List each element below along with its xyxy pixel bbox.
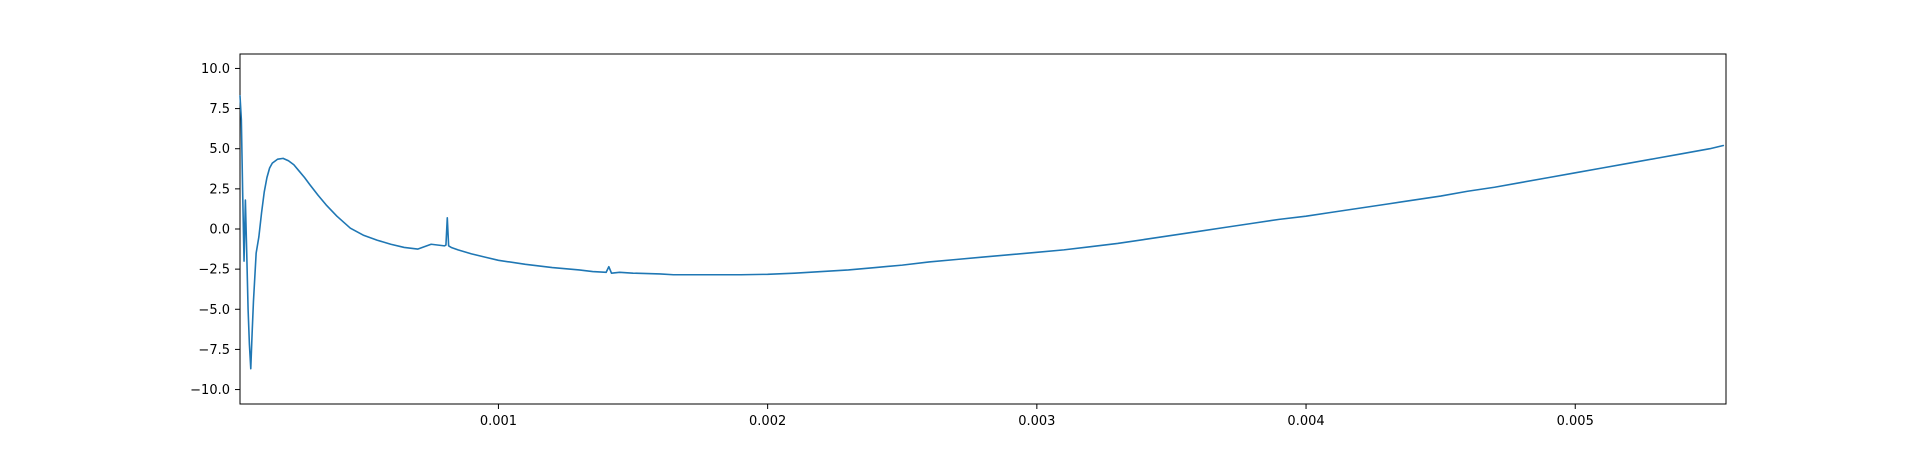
- x-tick-label: 0.005: [1557, 414, 1594, 429]
- y-tick-label: 0.0: [209, 223, 230, 238]
- series-layer: [239, 94, 1725, 370]
- y-tick-label: 5.0: [209, 142, 230, 157]
- x-tick-label: 0.004: [1287, 414, 1324, 429]
- x-tick-label: 0.001: [480, 414, 517, 429]
- y-tick-label: 7.5: [209, 102, 230, 117]
- x-axis: 0.001 0.002 0.003 0.004 0.005: [480, 404, 1594, 429]
- y-tick-label: 10.0: [201, 62, 230, 77]
- y-tick-label: 2.5: [209, 182, 230, 197]
- y-tick-label: −5.0: [198, 303, 230, 318]
- y-tick-label: −7.5: [198, 343, 230, 358]
- x-tick-label: 0.002: [749, 414, 786, 429]
- y-tick-label: −10.0: [190, 383, 230, 398]
- y-axis: 10.0 7.5 5.0 2.5 0.0 −2.5 −5.0 −7.5 −10.0: [190, 62, 240, 398]
- series-line-1: [239, 94, 1725, 370]
- y-tick-label: −2.5: [198, 263, 230, 278]
- x-tick-label: 0.003: [1018, 414, 1055, 429]
